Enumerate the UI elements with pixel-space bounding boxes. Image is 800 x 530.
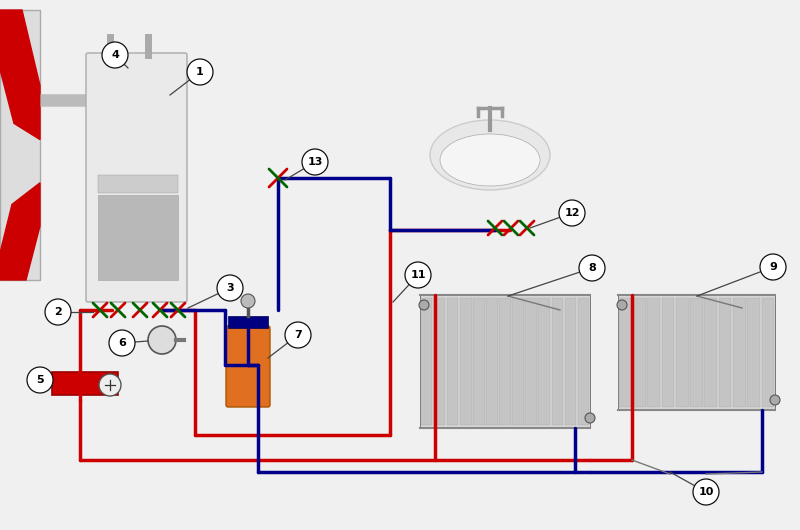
Text: 8: 8 xyxy=(588,263,596,273)
Text: 2: 2 xyxy=(54,307,62,317)
FancyBboxPatch shape xyxy=(460,298,471,425)
FancyBboxPatch shape xyxy=(619,298,631,407)
FancyBboxPatch shape xyxy=(86,53,187,302)
Circle shape xyxy=(559,200,585,226)
FancyBboxPatch shape xyxy=(0,10,40,280)
Circle shape xyxy=(45,299,71,325)
FancyBboxPatch shape xyxy=(486,298,498,425)
Circle shape xyxy=(148,326,176,354)
Circle shape xyxy=(760,254,786,280)
Text: 6: 6 xyxy=(118,338,126,348)
Circle shape xyxy=(102,42,128,68)
Circle shape xyxy=(585,413,595,423)
FancyBboxPatch shape xyxy=(690,298,703,407)
Text: 12: 12 xyxy=(564,208,580,218)
FancyBboxPatch shape xyxy=(512,298,524,425)
FancyBboxPatch shape xyxy=(647,298,660,407)
FancyBboxPatch shape xyxy=(705,298,717,407)
Text: 10: 10 xyxy=(698,487,714,497)
Circle shape xyxy=(302,149,328,175)
FancyBboxPatch shape xyxy=(618,295,775,410)
Ellipse shape xyxy=(440,134,540,186)
Circle shape xyxy=(241,294,255,308)
FancyBboxPatch shape xyxy=(662,298,674,407)
Text: 13: 13 xyxy=(307,157,322,167)
FancyBboxPatch shape xyxy=(98,175,178,193)
Circle shape xyxy=(579,255,605,281)
FancyBboxPatch shape xyxy=(434,298,446,425)
FancyBboxPatch shape xyxy=(499,298,510,425)
FancyBboxPatch shape xyxy=(447,298,458,425)
FancyBboxPatch shape xyxy=(633,298,646,407)
FancyBboxPatch shape xyxy=(421,298,432,425)
Text: 1: 1 xyxy=(196,67,204,77)
Ellipse shape xyxy=(430,120,550,190)
Circle shape xyxy=(217,275,243,301)
FancyBboxPatch shape xyxy=(762,298,774,407)
FancyBboxPatch shape xyxy=(733,298,746,407)
Circle shape xyxy=(285,322,311,348)
Polygon shape xyxy=(0,183,40,280)
Circle shape xyxy=(99,374,121,396)
Text: 4: 4 xyxy=(111,50,119,60)
Circle shape xyxy=(617,300,627,310)
Text: 9: 9 xyxy=(769,262,777,272)
Circle shape xyxy=(770,395,780,405)
FancyBboxPatch shape xyxy=(226,326,270,407)
FancyBboxPatch shape xyxy=(718,298,731,407)
Circle shape xyxy=(27,367,53,393)
FancyBboxPatch shape xyxy=(420,295,590,428)
Text: 11: 11 xyxy=(410,270,426,280)
Circle shape xyxy=(109,330,135,356)
Text: 3: 3 xyxy=(226,283,234,293)
Circle shape xyxy=(693,479,719,505)
FancyBboxPatch shape xyxy=(52,372,118,395)
FancyBboxPatch shape xyxy=(578,298,589,425)
FancyBboxPatch shape xyxy=(473,298,485,425)
FancyBboxPatch shape xyxy=(676,298,689,407)
Text: 5: 5 xyxy=(36,375,44,385)
FancyBboxPatch shape xyxy=(228,316,268,328)
FancyBboxPatch shape xyxy=(565,298,576,425)
Circle shape xyxy=(419,300,429,310)
FancyBboxPatch shape xyxy=(747,298,760,407)
Circle shape xyxy=(187,59,213,85)
Circle shape xyxy=(405,262,431,288)
Polygon shape xyxy=(0,10,40,139)
FancyBboxPatch shape xyxy=(538,298,550,425)
Text: 7: 7 xyxy=(294,330,302,340)
FancyBboxPatch shape xyxy=(551,298,563,425)
FancyBboxPatch shape xyxy=(98,195,178,280)
FancyBboxPatch shape xyxy=(526,298,537,425)
